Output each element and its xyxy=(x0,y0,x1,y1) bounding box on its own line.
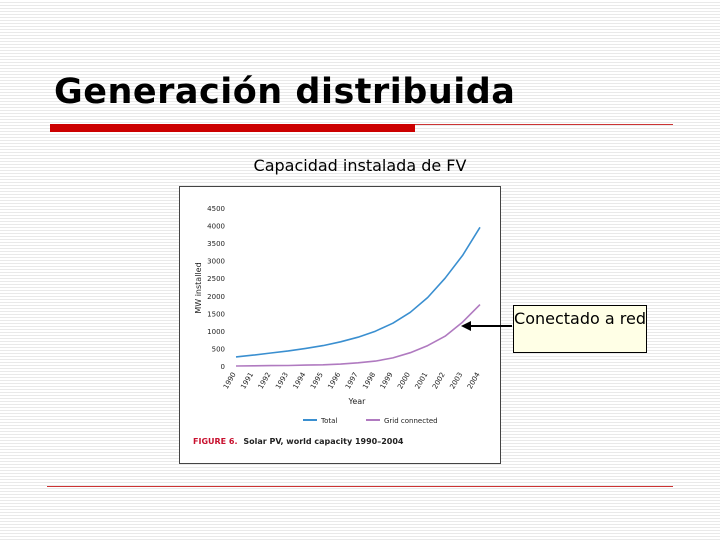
y-tick-label-2: 1000 xyxy=(207,328,225,336)
x-axis-label: Year xyxy=(348,397,367,406)
svg-text:FIGURE 6. Solar PV, wo: FIGURE 6. Solar PV, world capacity 1990–… xyxy=(193,437,404,446)
legend-label-0: Total xyxy=(320,417,337,425)
title-divider-line xyxy=(415,124,673,125)
legend-label-1: Grid connected xyxy=(384,417,438,425)
y-axis-label: MW installed xyxy=(194,262,203,313)
y-tick-label-0: 0 xyxy=(221,363,225,371)
grid-connected-callout: Conectado a red xyxy=(513,305,647,353)
slide-title: Generación distribuida xyxy=(54,72,516,112)
chart-figure: 0 500 1000 1500 2000 2500 3000 3500 4000 4500 199… xyxy=(179,186,501,464)
y-tick-label-6: 3000 xyxy=(207,258,225,266)
bottom-divider-line xyxy=(47,486,673,487)
chart-legend: Total Grid connected xyxy=(303,417,438,425)
title-accent-bar xyxy=(50,124,415,132)
y-tick-label-1: 500 xyxy=(212,345,225,353)
y-tick-label-7: 3500 xyxy=(207,240,225,248)
caption-text: Solar PV, world capacity 1990–2004 xyxy=(243,437,404,446)
series-line-grid-connected xyxy=(235,304,481,367)
y-tick-label-3: 1500 xyxy=(207,310,225,318)
y-tick-label-5: 2500 xyxy=(207,275,225,283)
caption-label: FIGURE 6. xyxy=(193,437,238,446)
y-tick-label-4: 2000 xyxy=(207,293,225,301)
y-tick-label-8: 4000 xyxy=(207,223,225,231)
y-tick-label-9: 4500 xyxy=(207,205,225,213)
figure-caption: FIGURE 6. Solar PV, world capacity 1990–… xyxy=(193,437,404,446)
chart-subtitle: Capacidad instalada de FV xyxy=(253,156,467,175)
series-line-total xyxy=(235,226,481,358)
